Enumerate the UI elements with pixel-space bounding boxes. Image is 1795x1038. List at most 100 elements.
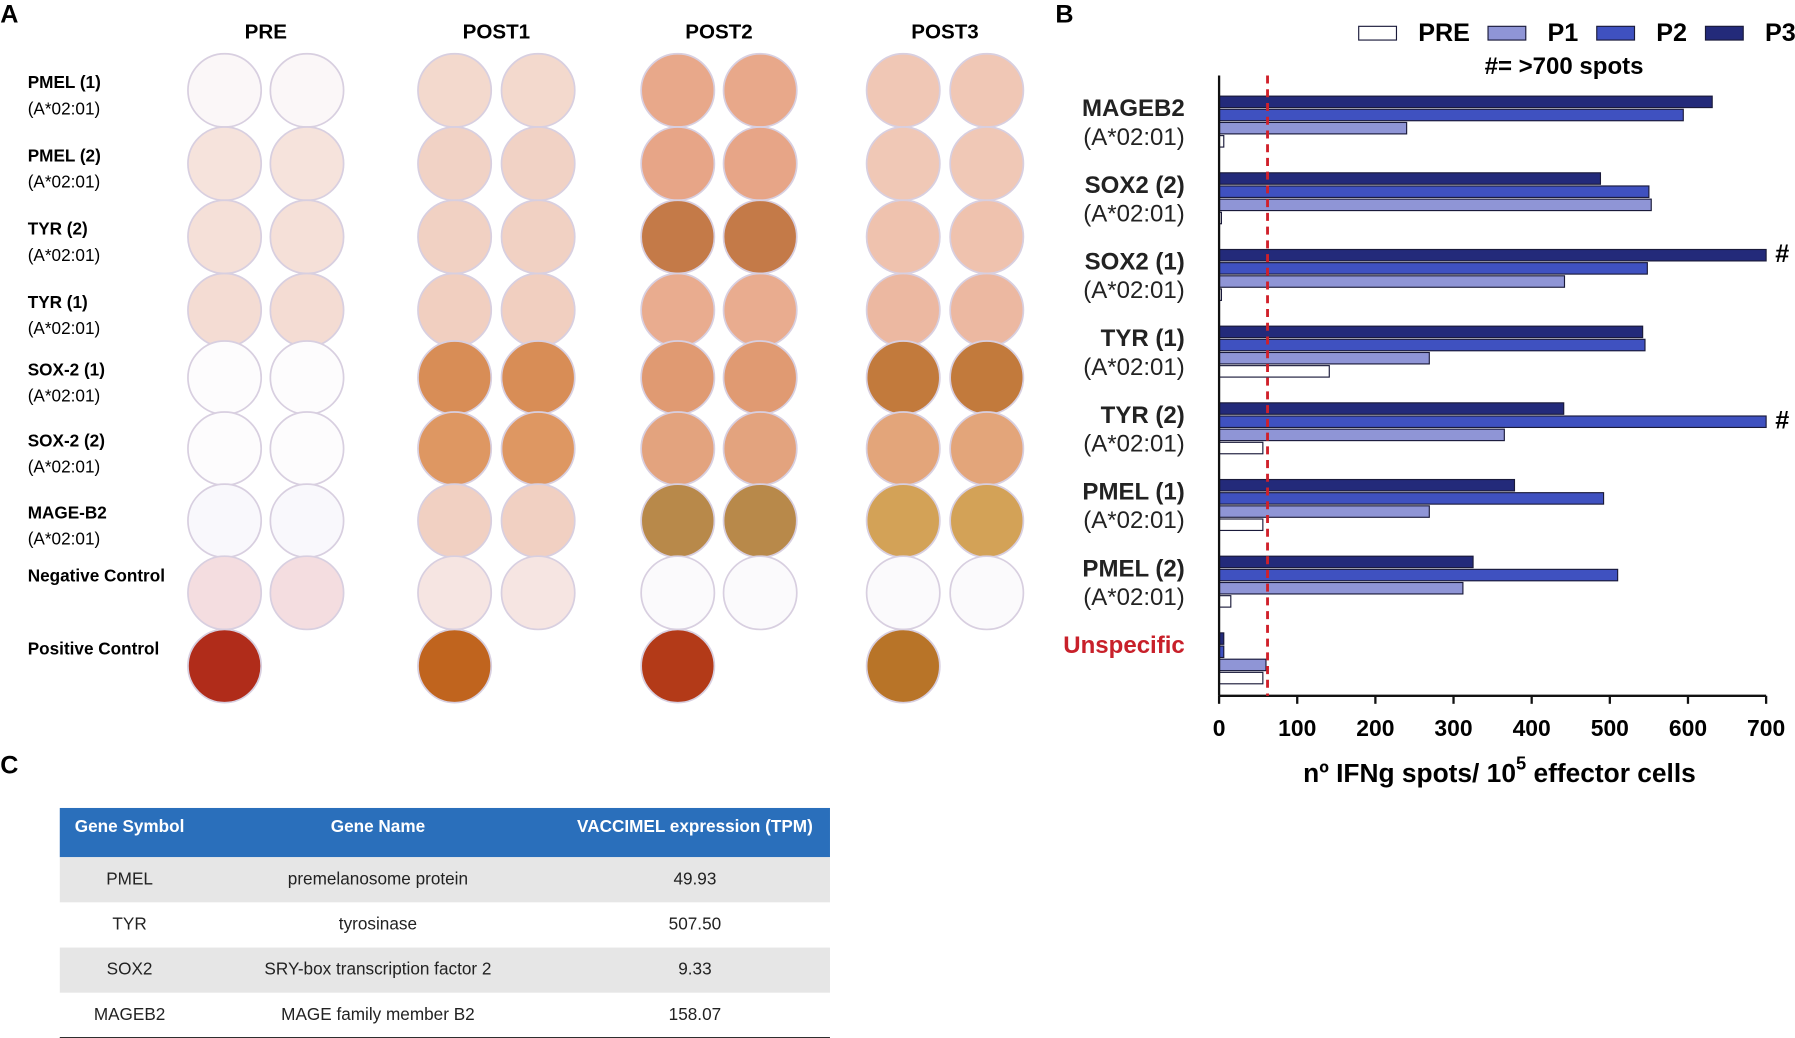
well bbox=[500, 411, 576, 487]
annotation: # bbox=[1775, 240, 1789, 268]
well bbox=[722, 555, 798, 631]
table-cell: SOX2 bbox=[107, 959, 153, 979]
category-label: TYR (2) bbox=[1101, 402, 1185, 429]
category-label: SOX2 (1) bbox=[1085, 249, 1185, 276]
bar bbox=[1218, 478, 1516, 492]
well bbox=[417, 272, 493, 348]
column-header: PRE bbox=[245, 21, 287, 44]
table-cell: MAGE family member B2 bbox=[281, 1004, 475, 1024]
well bbox=[417, 199, 493, 275]
well bbox=[187, 555, 263, 631]
x-tick-label: 100 bbox=[1278, 715, 1316, 741]
bar bbox=[1218, 198, 1652, 212]
well bbox=[500, 555, 576, 631]
table-cell: PMEL bbox=[106, 868, 153, 888]
row-label: MAGE-B2 bbox=[28, 502, 107, 522]
well bbox=[640, 199, 716, 275]
well bbox=[269, 483, 345, 559]
well bbox=[949, 411, 1025, 487]
well bbox=[865, 272, 941, 348]
well bbox=[500, 272, 576, 348]
well bbox=[269, 555, 345, 631]
row-label: TYR (1) bbox=[28, 292, 88, 312]
x-tick-label: 0 bbox=[1213, 715, 1226, 741]
x-axis-label: nº IFNg spots/ 105 effector cells bbox=[1303, 752, 1696, 787]
table-row-bg bbox=[59, 902, 830, 948]
table-cell: TYR bbox=[112, 914, 146, 934]
category-label: Unspecific bbox=[1063, 632, 1184, 659]
well bbox=[722, 340, 798, 416]
row-label: (A*02:01) bbox=[28, 529, 100, 549]
x-tick-label: 600 bbox=[1669, 715, 1707, 741]
well bbox=[640, 483, 716, 559]
bar bbox=[1218, 248, 1767, 262]
bar bbox=[1218, 581, 1464, 595]
category-label: (A*02:01) bbox=[1083, 431, 1184, 458]
row-label: Negative Control bbox=[28, 565, 165, 585]
row-label: TYR (2) bbox=[28, 219, 88, 239]
bar bbox=[1218, 325, 1644, 339]
well bbox=[865, 555, 941, 631]
well bbox=[865, 340, 941, 416]
well bbox=[865, 199, 941, 275]
column-header: POST2 bbox=[685, 21, 752, 44]
table-cell: 158.07 bbox=[669, 1004, 721, 1024]
table-header-bg bbox=[59, 807, 830, 858]
table-cell: 9.33 bbox=[678, 959, 711, 979]
well bbox=[949, 340, 1025, 416]
well bbox=[722, 411, 798, 487]
bar bbox=[1218, 275, 1566, 288]
well bbox=[187, 483, 263, 559]
bar bbox=[1218, 172, 1602, 185]
row-label: PMEL (1) bbox=[28, 72, 101, 92]
legend-label: P2 bbox=[1656, 19, 1687, 47]
table-cell: 49.93 bbox=[673, 868, 716, 888]
legend-swatch bbox=[1487, 25, 1527, 41]
well bbox=[187, 272, 263, 348]
table-row-bg bbox=[59, 992, 830, 1038]
table-header: Gene Symbol bbox=[75, 816, 185, 836]
well bbox=[640, 340, 716, 416]
well bbox=[865, 411, 941, 487]
column-header: POST1 bbox=[463, 21, 530, 44]
category-label: TYR (1) bbox=[1101, 325, 1185, 352]
bar bbox=[1218, 595, 1232, 608]
bar bbox=[1218, 441, 1264, 455]
well bbox=[417, 340, 493, 416]
well bbox=[269, 126, 345, 202]
legend-label: PRE bbox=[1418, 19, 1470, 47]
legend-swatch bbox=[1596, 25, 1636, 41]
well bbox=[269, 199, 345, 275]
bar bbox=[1218, 492, 1605, 505]
well bbox=[640, 411, 716, 487]
well bbox=[949, 126, 1025, 202]
bar bbox=[1218, 568, 1619, 582]
panel-label: B bbox=[1055, 1, 1073, 29]
row-label: (A*02:01) bbox=[28, 172, 100, 192]
well bbox=[722, 52, 798, 128]
x-axis-label-part: 5 bbox=[1516, 752, 1526, 773]
well bbox=[949, 199, 1025, 275]
table-cell: tyrosinase bbox=[339, 914, 417, 934]
bar bbox=[1218, 95, 1713, 109]
table-row-bg bbox=[59, 947, 830, 993]
category-label: PMEL (2) bbox=[1082, 555, 1184, 582]
table-header: Gene Name bbox=[331, 816, 425, 836]
row-label: (A*02:01) bbox=[28, 318, 100, 338]
table-row-bg bbox=[59, 857, 830, 903]
well bbox=[500, 52, 576, 128]
well bbox=[500, 483, 576, 559]
bar bbox=[1218, 365, 1330, 378]
category-label: (A*02:01) bbox=[1083, 124, 1184, 151]
bar bbox=[1218, 518, 1264, 532]
bar bbox=[1218, 671, 1264, 685]
well bbox=[949, 555, 1025, 631]
bar bbox=[1218, 108, 1684, 122]
well bbox=[949, 52, 1025, 128]
bar bbox=[1218, 121, 1408, 135]
row-label: Positive Control bbox=[28, 639, 160, 659]
well bbox=[187, 199, 263, 275]
well bbox=[500, 340, 576, 416]
well bbox=[949, 272, 1025, 348]
